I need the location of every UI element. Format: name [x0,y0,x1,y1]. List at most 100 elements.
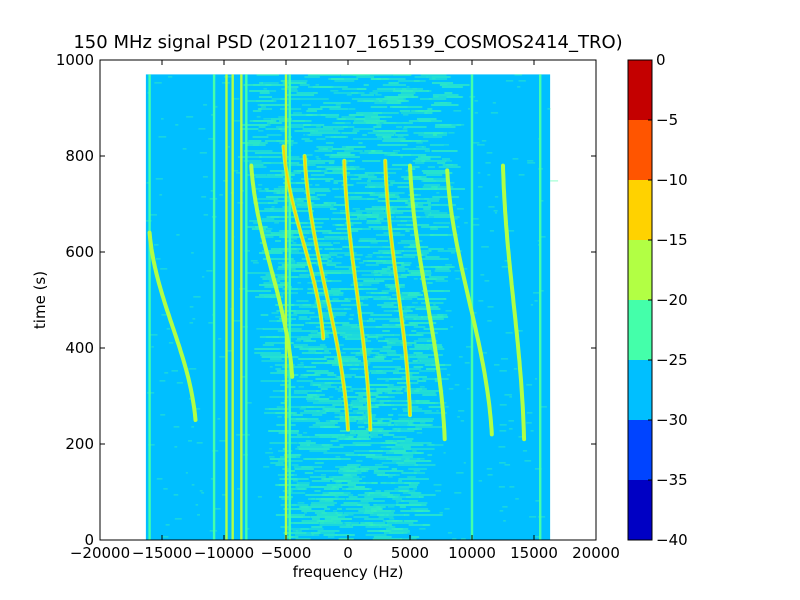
noise-streak [380,482,396,484]
noise-speckle [482,352,487,354]
noise-streak [339,418,363,420]
noise-streak [373,470,404,472]
noise-streak [301,352,323,354]
noise-streak [413,210,440,212]
noise-streak [372,366,402,368]
noise-speckle [505,332,513,334]
noise-streak [423,208,431,210]
noise-streak [351,98,380,100]
noise-streak [276,406,284,408]
colorbar-tick-label: 0 [656,51,666,69]
noise-streak [385,440,405,442]
noise-streak [358,176,377,178]
noise-speckle [413,148,416,150]
noise-speckle [163,488,168,490]
noise-streak [306,160,335,162]
noise-streak [262,230,272,232]
noise-speckle [436,410,439,412]
noise-speckle [439,512,443,514]
noise-streak [362,134,367,136]
noise-streak [314,512,338,514]
noise-streak [398,428,419,430]
noise-speckle [509,396,512,398]
noise-streak [337,344,344,346]
noise-speckle [471,218,479,220]
noise-speckle [292,248,301,250]
noise-speckle [447,248,456,250]
noise-streak [324,172,351,174]
noise-streak [372,422,381,424]
noise-streak [441,86,463,88]
carrier-line [245,74,248,541]
noise-speckle [215,106,218,108]
noise-speckle [199,490,203,492]
noise-streak [300,412,327,414]
noise-speckle [384,154,388,156]
noise-streak [391,358,410,360]
noise-streak [411,330,417,332]
noise-streak [380,418,392,420]
noise-streak [381,462,404,464]
noise-streak [329,208,337,210]
noise-speckle [413,278,418,280]
noise-speckle [388,506,395,508]
noise-streak [265,342,289,344]
noise-streak [396,310,413,312]
noise-streak [399,506,406,508]
noise-streak [391,294,423,296]
noise-streak [296,482,310,484]
noise-streak [330,420,357,422]
noise-speckle [174,446,178,448]
noise-speckle [186,116,194,118]
noise-speckle [376,256,383,258]
noise-streak [295,486,325,488]
noise-streak [401,298,413,300]
noise-streak [385,338,399,340]
noise-streak [406,224,430,226]
doppler-track [303,155,349,431]
noise-speckle [346,178,349,180]
noise-streak [330,440,339,442]
noise-speckle [376,338,379,340]
noise-streak [269,442,298,444]
noise-streak [372,130,400,132]
noise-speckle [426,344,434,346]
noise-streak [406,306,438,308]
noise-streak [298,306,322,308]
carrier-line [284,74,288,541]
noise-streak [397,464,418,466]
noise-streak [323,446,344,448]
noise-streak [403,514,410,516]
noise-streak [370,436,382,438]
doppler-track [502,164,525,441]
noise-streak [415,354,443,356]
noise-streak [398,418,414,420]
noise-streak [357,434,378,436]
noise-streak [247,174,267,176]
noise-speckle [359,418,368,420]
noise-speckle [370,242,378,244]
noise-streak [359,238,376,240]
noise-streak [302,128,334,130]
noise-streak [341,396,364,398]
noise-streak [305,494,336,496]
noise-streak [389,298,405,300]
noise-streak [299,376,308,378]
noise-streak [397,368,404,370]
noise-streak [299,84,310,86]
noise-streak [402,492,422,494]
noise-streak [291,276,310,278]
noise-speckle [280,294,284,296]
noise-streak [364,150,375,152]
noise-streak [301,506,328,508]
noise-speckle [199,152,207,154]
noise-streak [277,330,284,332]
noise-streak [398,296,418,298]
noise-speckle [308,358,314,360]
noise-streak [335,330,361,332]
noise-streak [396,126,403,128]
noise-streak [325,116,339,118]
noise-speckle [488,206,495,208]
noise-speckle [292,242,297,244]
noise-streak [394,474,400,476]
